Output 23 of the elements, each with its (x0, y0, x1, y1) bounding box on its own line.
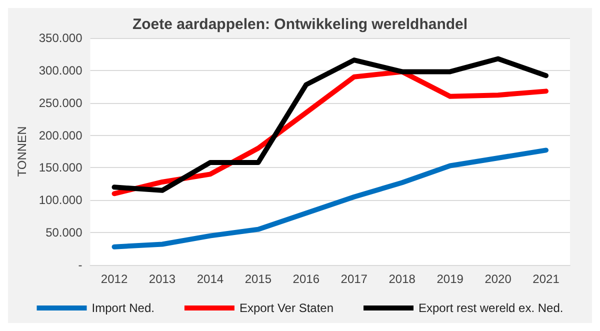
y-tick-label: 250.000 (38, 96, 83, 110)
x-tick-label: 2019 (436, 272, 464, 286)
y-tick-label: 200.000 (38, 128, 83, 142)
y-axis-title: TONNEN (15, 126, 29, 177)
y-tick-label: 100.000 (38, 193, 83, 208)
legend-label: Export rest wereld ex. Ned. (418, 301, 564, 315)
y-tick-label: - (78, 258, 82, 272)
y-tick-label: 150.000 (38, 160, 83, 175)
x-tick-label: 2016 (292, 272, 320, 286)
x-tick-label: 2021 (532, 272, 560, 286)
x-tick-label: 2013 (148, 272, 176, 286)
y-tick-label: 350.000 (38, 31, 83, 45)
x-tick-label: 2015 (244, 272, 272, 286)
legend-label: Export Ver Staten (239, 301, 334, 315)
x-tick-label: 2017 (340, 272, 368, 286)
x-tick-label: 2020 (484, 272, 512, 286)
x-tick-label: 2018 (388, 272, 416, 286)
x-tick-label: 2014 (196, 272, 224, 286)
chart-title: Zoete aardappelen: Ontwikkeling wereldhandel (132, 16, 468, 33)
legend-label: Import Ned. (92, 301, 154, 315)
x-tick-label: 2012 (100, 272, 128, 286)
y-tick-label: 50.000 (46, 226, 83, 240)
y-tick-label: 300.000 (38, 63, 83, 78)
